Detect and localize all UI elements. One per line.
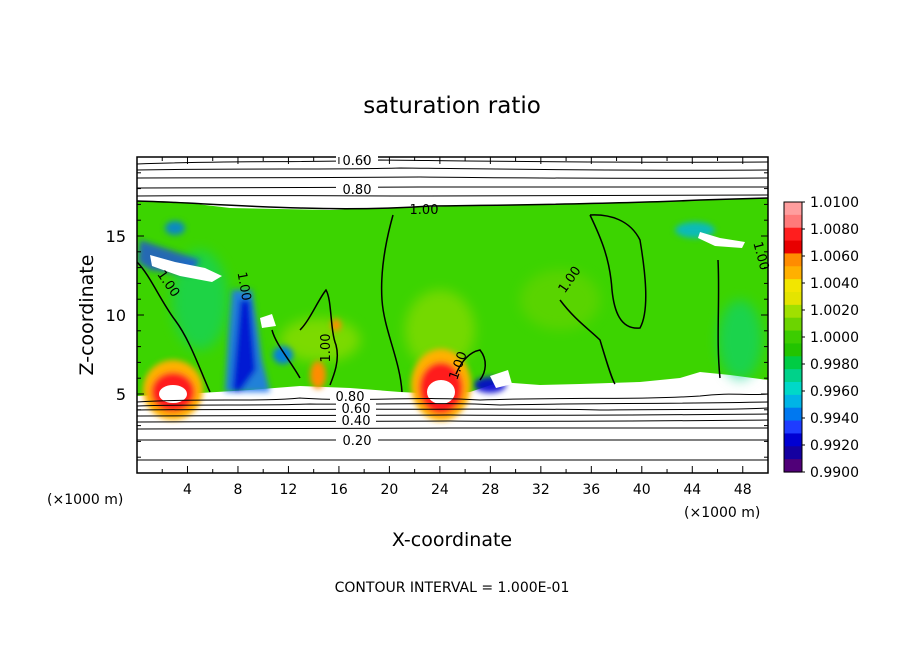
field-cyan-patch (718, 300, 762, 380)
colorbar-swatch (784, 433, 802, 447)
field-white-pocket (260, 314, 276, 328)
colorbar-label: 0.9900 (810, 465, 859, 481)
contour-line (137, 413, 768, 417)
colorbar-swatch (784, 317, 802, 332)
contour-label: 0.40 (342, 414, 371, 429)
x-tick-label: 28 (481, 482, 499, 498)
contour-1-00 (717, 259, 721, 379)
colorbar-label: 1.0040 (810, 276, 859, 292)
colorbar-swatch (784, 253, 802, 267)
contour-line (137, 167, 768, 171)
colorbar-swatch (784, 394, 802, 409)
plot-area (137, 157, 768, 473)
colorbar-label: 1.0060 (810, 249, 859, 265)
x-tick-label: 36 (582, 482, 600, 498)
x-tick-label: 4 (183, 482, 192, 498)
contour-1-00 (137, 261, 211, 393)
colorbar-label: 0.9980 (810, 357, 859, 373)
contour-1-00 (559, 299, 616, 385)
x-tick-label: 12 (280, 482, 298, 498)
x-tick-label: 24 (431, 482, 449, 498)
field-warm-core (331, 319, 341, 331)
y-axis: 5 10 15 (106, 172, 768, 458)
x-axis-title: X-coordinate (392, 529, 512, 551)
contour-interval-label: CONTOUR INTERVAL = 1.000E-01 (335, 580, 570, 596)
colorbar-swatch (784, 459, 802, 473)
contour-line (137, 159, 768, 165)
colorbar-swatch (784, 446, 802, 460)
z-unit-label: (×1000 m) (47, 492, 123, 508)
colorbar-swatch (784, 202, 802, 216)
field-white-pocket (698, 232, 745, 248)
colorbar-label: 0.9960 (810, 384, 859, 400)
x-tick-label: 32 (532, 482, 550, 498)
contour-label: 1.00 (410, 203, 439, 218)
contour-1-00 (299, 288, 339, 386)
colorbar-swatch (784, 304, 802, 319)
contour-line (137, 407, 768, 411)
x-tick-label: 20 (380, 482, 398, 498)
contour-label: 0.20 (343, 434, 372, 449)
contour-label: 0.80 (343, 183, 372, 198)
contour-1-00 (380, 214, 403, 393)
contour-line (137, 393, 768, 403)
x-tick-label: 8 (233, 482, 242, 498)
contour-1-00 (137, 197, 768, 210)
field-white-core (427, 380, 455, 404)
colorbar-label: 0.9940 (810, 411, 859, 427)
contour-1-00 (271, 329, 301, 379)
colorbar-label: 0.9920 (810, 438, 859, 454)
x-axis: 4 8 12 16 20 24 28 32 36 40 44 48 (161, 157, 752, 498)
x-tick-label: 48 (734, 482, 752, 498)
colorbar-swatch (784, 369, 802, 383)
colorbar-swatch (784, 420, 802, 435)
field-white-pocket (150, 255, 222, 282)
contour-line (137, 176, 768, 179)
contour-line (137, 401, 768, 407)
contour-line (137, 427, 768, 430)
y-tick-label: 10 (106, 306, 126, 325)
contour-label: 0.80 (336, 390, 365, 405)
colorbar-label: 1.0080 (810, 222, 859, 238)
colorbar-swatch (784, 407, 802, 422)
contour-label: 1.00 (319, 334, 334, 363)
chart-title: saturation ratio (363, 93, 541, 119)
field-white-pocket (490, 370, 512, 388)
contour-line (137, 419, 768, 423)
colorbar-swatch (784, 240, 802, 255)
colorbar-label: 1.0020 (810, 303, 859, 319)
field-warm-core (310, 361, 326, 389)
y-axis-title: Z-coordinate (76, 255, 98, 376)
colorbar-swatch (784, 214, 802, 229)
field-white-core (159, 385, 187, 403)
x-tick-label: 16 (330, 482, 348, 498)
contour-label: 0.60 (343, 154, 372, 169)
colorbar-swatch (784, 343, 802, 357)
field-blue-streak (232, 300, 256, 392)
y-tick-label: 15 (106, 227, 126, 246)
x-unit-label: (×1000 m) (684, 505, 760, 521)
y-tick-label: 5 (116, 385, 126, 404)
colorbar-swatch (784, 266, 802, 280)
field-blue-spot (165, 221, 185, 235)
contour-label: 1.00 (749, 240, 771, 272)
colorbar-swatch (784, 330, 802, 345)
colorbar-swatch (784, 279, 802, 293)
x-tick-label: 40 (633, 482, 651, 498)
x-tick-label: 44 (683, 482, 701, 498)
contour-1-00 (589, 214, 647, 329)
colorbar-label: 1.0100 (810, 195, 859, 211)
colorbar-label: 1.0000 (810, 330, 859, 346)
colorbar-swatch (784, 292, 802, 306)
contour-label: 1.00 (234, 271, 254, 302)
contour-label: 0.60 (342, 402, 371, 417)
contour-line (137, 194, 768, 197)
colorbar-swatch (784, 356, 802, 370)
field-light-patch (405, 290, 475, 370)
colorbar-swatch (784, 227, 802, 242)
colorbar: 1.0100 1.0080 1.0060 1.0040 1.0020 1.0000 0.99… (783, 195, 859, 481)
colorbar-swatch (784, 382, 802, 396)
contour-1-00 (455, 349, 486, 381)
